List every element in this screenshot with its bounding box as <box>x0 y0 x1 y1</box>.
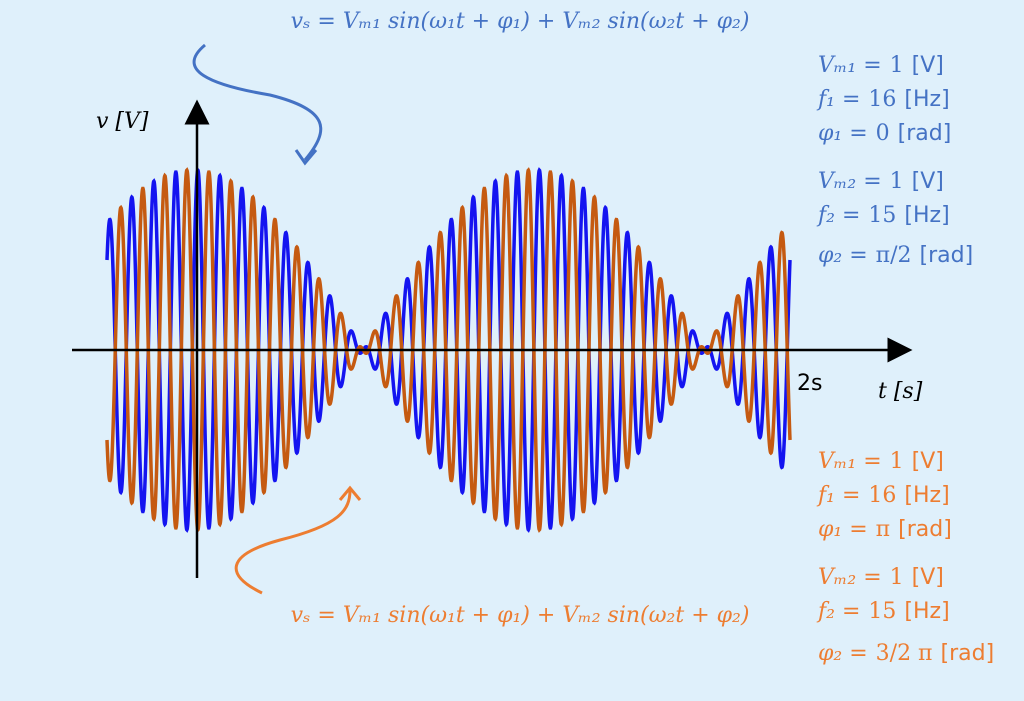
parameter: φ₁ = 0 [rad] <box>818 121 951 146</box>
parameter: f₂ = 15 [Hz] <box>816 203 950 228</box>
parameter-value: 16 <box>868 87 896 112</box>
parameter-name: Vₘ₂ = <box>818 565 882 590</box>
parameters: Vₘ₁ = 1 [V] f₁ = 16 [Hz] φ₁ = 0 [rad] Vₘ₂ = 1 [V] f₂… <box>816 53 994 666</box>
parameter-value: 1 <box>890 169 904 194</box>
parameter-name: φ₁ = <box>818 517 868 542</box>
parameter: f₁ = 16 [Hz] <box>816 87 950 112</box>
waves <box>105 167 792 533</box>
parameter-unit: [V] <box>912 53 944 78</box>
parameter: f₂ = 15 [Hz] <box>816 599 950 624</box>
y-label: v [V] <box>96 109 149 134</box>
parameter-value: 16 <box>868 483 896 508</box>
parameter-value: π <box>876 517 890 542</box>
parameter-unit: [V] <box>912 565 944 590</box>
parameter-unit: [Hz] <box>904 599 949 624</box>
orange-wave <box>105 167 792 533</box>
parameter-unit: [V] <box>912 449 944 474</box>
parameter-name: Vₘ₁ = <box>818 449 882 474</box>
parameter: Vₘ₁ = 1 [V] <box>818 53 944 78</box>
parameter-name: f₂ = <box>816 599 860 624</box>
parameter-value: 15 <box>868 599 896 624</box>
parameter: Vₘ₁ = 1 [V] <box>818 449 944 474</box>
parameter-unit: [rad] <box>898 121 952 146</box>
orange-arrowhead <box>338 485 362 501</box>
orange-equation: vₛ = Vₘ₁ sin(ω₁t + φ₁) + Vₘ₂ sin(ω₂t + φ… <box>291 603 750 628</box>
parameter-name: φ₂ = <box>818 243 868 268</box>
parameter-value: 1 <box>890 565 904 590</box>
parameter-value: 1 <box>890 53 904 78</box>
parameter: φ₂ = 3/2 π [rad] <box>818 641 994 666</box>
parameter: Vₘ₂ = 1 [V] <box>818 169 944 194</box>
parameter-name: f₁ = <box>816 87 860 112</box>
parameter-unit: [rad] <box>941 641 995 666</box>
blue-arrowhead <box>294 149 318 166</box>
parameter-unit: [Hz] <box>904 87 949 112</box>
parameter-name: f₁ = <box>816 483 860 508</box>
parameter: Vₘ₂ = 1 [V] <box>818 565 944 590</box>
parameter: φ₁ = π [rad] <box>818 517 952 542</box>
parameter-unit: [rad] <box>920 243 974 268</box>
parameter-unit: [Hz] <box>904 483 949 508</box>
parameter-unit: [Hz] <box>904 203 949 228</box>
parameter-value: 1 <box>890 449 904 474</box>
parameter: φ₂ = π/2 [rad] <box>818 243 973 268</box>
parameter-name: Vₘ₁ = <box>818 53 882 78</box>
x-label: t [s] <box>878 379 923 404</box>
parameter-value: 15 <box>868 203 896 228</box>
parameter-name: φ₁ = <box>818 121 868 146</box>
parameter-name: Vₘ₂ = <box>818 169 882 194</box>
parameter: f₁ = 16 [Hz] <box>816 483 950 508</box>
parameter-unit: [V] <box>912 169 944 194</box>
parameter-value: π/2 <box>876 243 912 268</box>
t-end-label: 2s <box>797 371 822 396</box>
orange-arrow <box>234 489 352 595</box>
parameter-name: f₂ = <box>816 203 860 228</box>
parameter-value: 0 <box>876 121 890 146</box>
blue-wave <box>105 167 792 533</box>
blue-arrow <box>192 43 323 161</box>
parameter-value: 3/2 π <box>876 641 933 666</box>
parameter-name: φ₂ = <box>818 641 868 666</box>
blue-equation: vₛ = Vₘ₁ sin(ω₁t + φ₁) + Vₘ₂ sin(ω₂t + φ… <box>291 9 750 34</box>
parameter-unit: [rad] <box>898 517 952 542</box>
